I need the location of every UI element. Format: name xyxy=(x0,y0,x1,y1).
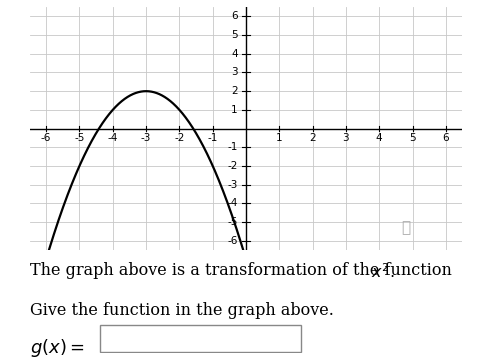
Text: 6: 6 xyxy=(442,133,449,143)
Text: -1: -1 xyxy=(227,142,238,152)
Text: 4: 4 xyxy=(376,133,383,143)
Text: $x^2$.: $x^2$. xyxy=(371,262,395,281)
Text: 2: 2 xyxy=(309,133,316,143)
Text: -1: -1 xyxy=(208,133,218,143)
Text: -2: -2 xyxy=(174,133,184,143)
Text: -4: -4 xyxy=(227,198,238,208)
Text: -3: -3 xyxy=(227,180,238,190)
Text: -5: -5 xyxy=(74,133,85,143)
Text: -4: -4 xyxy=(108,133,118,143)
Text: Give the function in the graph above.: Give the function in the graph above. xyxy=(30,302,334,319)
Text: -5: -5 xyxy=(227,217,238,227)
FancyBboxPatch shape xyxy=(100,325,301,352)
Text: 4: 4 xyxy=(231,49,238,59)
Text: 1: 1 xyxy=(231,105,238,115)
Text: -6: -6 xyxy=(227,236,238,246)
Text: 5: 5 xyxy=(231,30,238,40)
Text: -6: -6 xyxy=(41,133,51,143)
Text: 5: 5 xyxy=(409,133,416,143)
Text: ⌕: ⌕ xyxy=(401,220,410,235)
Text: 1: 1 xyxy=(276,133,282,143)
Text: $g(x)=$: $g(x)=$ xyxy=(30,337,84,357)
Text: The graph above is a transformation of the function: The graph above is a transformation of t… xyxy=(30,262,457,280)
Text: -3: -3 xyxy=(141,133,151,143)
Text: 3: 3 xyxy=(342,133,349,143)
Text: -2: -2 xyxy=(227,161,238,171)
Text: 3: 3 xyxy=(231,67,238,77)
Text: 6: 6 xyxy=(231,11,238,21)
Text: 2: 2 xyxy=(231,86,238,96)
